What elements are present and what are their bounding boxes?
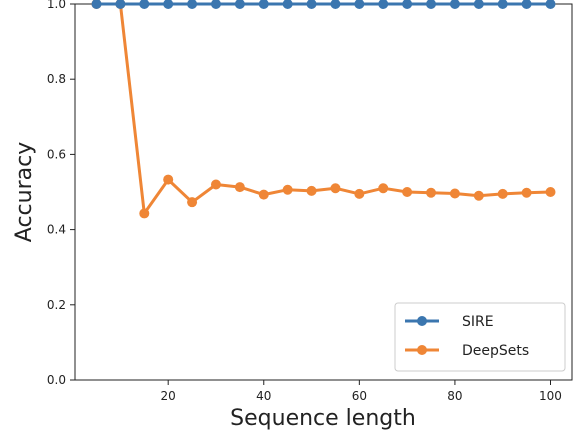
data-point-sire <box>330 0 341 9</box>
data-point-sire <box>258 0 269 9</box>
legend-label-sire: SIRE <box>462 314 494 330</box>
data-point-sire <box>378 0 389 9</box>
legend-marker-deepsets <box>417 345 427 355</box>
data-point-sire <box>426 0 437 9</box>
data-point-deepsets <box>163 174 174 185</box>
y-tick-label: 1.0 <box>47 0 66 11</box>
data-point-sire <box>497 0 508 9</box>
data-point-sire <box>354 0 365 9</box>
x-axis-ticks: 20 40 60 80 100 <box>161 380 562 403</box>
data-point-deepsets <box>234 182 245 193</box>
y-tick-label: 0.6 <box>47 147 66 161</box>
x-tick-label: 40 <box>256 389 271 403</box>
data-point-deepsets <box>330 183 341 194</box>
data-point-sire <box>210 0 221 9</box>
y-axis-ticks: 0.0 0.2 0.4 0.6 0.8 1.0 <box>47 0 75 387</box>
y-tick-label: 0.0 <box>47 373 66 387</box>
data-point-deepsets <box>306 185 317 196</box>
legend-marker-sire <box>417 316 427 326</box>
data-point-sire <box>234 0 245 9</box>
x-tick-label: 20 <box>161 389 176 403</box>
data-point-deepsets <box>473 190 484 201</box>
data-point-sire <box>139 0 150 9</box>
data-point-deepsets <box>402 187 413 197</box>
data-point-sire <box>449 0 460 9</box>
data-point-deepsets <box>210 179 221 190</box>
data-point-sire <box>306 0 317 9</box>
y-tick-label: 0.2 <box>47 298 66 312</box>
y-axis-title: Accuracy <box>12 142 37 242</box>
data-point-sire <box>473 0 484 9</box>
y-tick-label: 0.4 <box>47 223 66 237</box>
data-point-deepsets <box>282 184 293 195</box>
data-point-sire <box>91 0 102 9</box>
data-point-deepsets <box>378 183 389 194</box>
data-point-sire <box>402 0 413 9</box>
data-point-deepsets <box>354 188 365 199</box>
x-tick-label: 60 <box>352 389 367 403</box>
data-point-sire <box>545 0 556 9</box>
data-point-sire <box>282 0 293 9</box>
x-tick-label: 80 <box>447 389 462 403</box>
data-point-deepsets <box>187 197 198 208</box>
x-axis-title: Sequence length <box>230 406 416 431</box>
data-point-deepsets <box>258 189 269 200</box>
data-point-deepsets <box>139 208 150 219</box>
data-point-deepsets <box>426 187 437 198</box>
series-layer <box>91 0 556 219</box>
data-point-sire <box>521 0 532 9</box>
y-tick-label: 0.8 <box>47 72 66 86</box>
data-point-deepsets <box>497 188 508 199</box>
data-point-deepsets <box>521 187 532 198</box>
data-point-sire <box>163 0 174 9</box>
data-point-sire <box>115 0 126 9</box>
legend-label-deepsets: DeepSets <box>462 343 529 359</box>
data-point-sire <box>187 0 198 9</box>
legend: SIRE DeepSets <box>394 302 566 372</box>
x-tick-label: 100 <box>539 389 562 403</box>
data-point-deepsets <box>449 188 460 199</box>
data-point-deepsets <box>545 187 556 197</box>
